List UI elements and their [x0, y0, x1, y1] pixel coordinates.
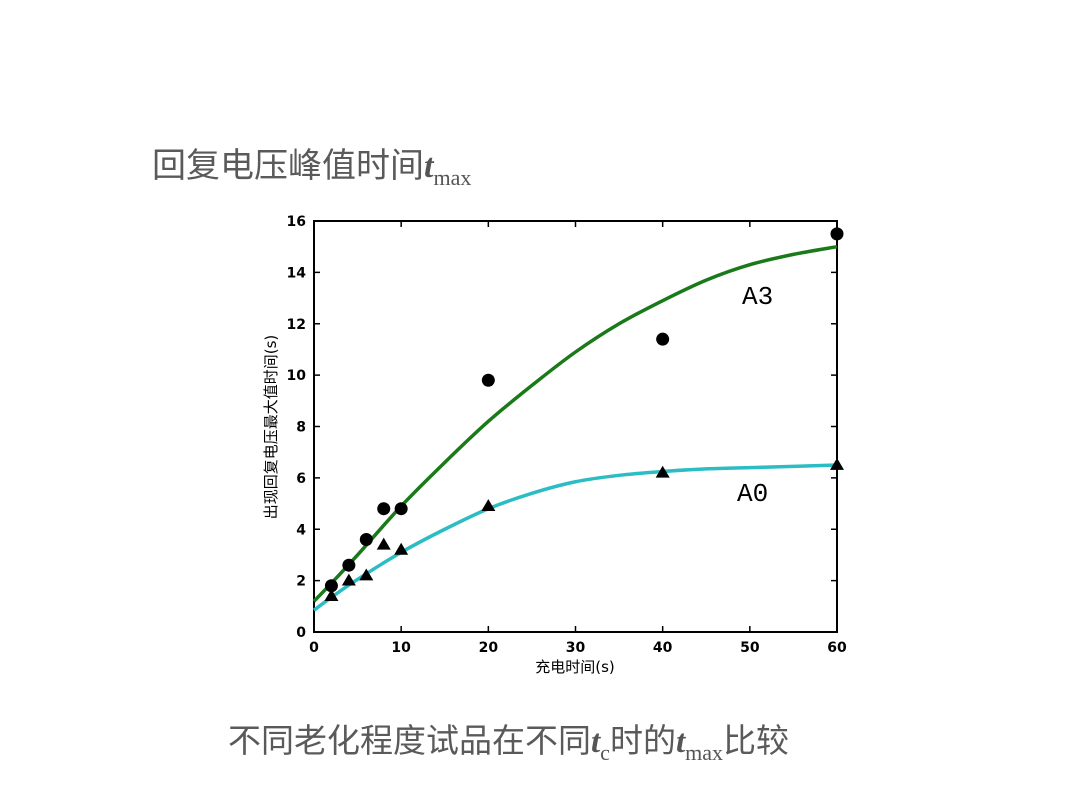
point-a3 — [481, 373, 495, 387]
y-axis: 0 2 4 6 8 10 12 14 16 — [287, 214, 837, 641]
point-a3 — [377, 502, 391, 516]
x-tick-label: 10 — [391, 640, 411, 656]
x-tick-label: 30 — [566, 640, 586, 656]
caption-subscript-2: max — [685, 740, 723, 765]
point-a0 — [655, 465, 670, 478]
y-tick-label: 2 — [296, 574, 306, 590]
slide-title-variable: t — [424, 148, 434, 185]
point-a0 — [376, 537, 391, 550]
caption-text-2: 时的 — [609, 721, 676, 760]
fit-curve-a0 — [312, 463, 838, 612]
point-a0 — [324, 589, 339, 601]
y-tick-label: 8 — [296, 420, 306, 436]
fit-curves — [312, 244, 838, 612]
y-tick-label: 12 — [287, 317, 306, 333]
x-tick-label: 20 — [479, 640, 499, 656]
point-a0 — [394, 542, 409, 555]
x-tick-label: 0 — [309, 640, 319, 656]
y-tick-label: 0 — [296, 625, 306, 641]
slide-title-text: 回复电压峰值时间 — [152, 146, 424, 186]
caption-text-1: 不同老化程度试品在不同 — [228, 721, 591, 760]
point-a0 — [481, 499, 496, 512]
y-tick-label: 4 — [296, 522, 306, 538]
point-a3 — [342, 558, 356, 572]
fit-curve-a3 — [312, 244, 838, 603]
y-tick-label: 10 — [287, 368, 307, 384]
slide-title: 回复电压峰值时间tmax — [152, 138, 471, 191]
point-a3 — [830, 227, 844, 241]
y-tick-label: 16 — [287, 214, 306, 230]
x-tick-label: 40 — [653, 640, 673, 656]
x-axis: 0 10 20 30 40 50 60 — [309, 221, 847, 656]
data-markers — [324, 227, 844, 601]
x-tick-label: 60 — [827, 640, 847, 656]
caption-variable-2: t — [675, 724, 686, 760]
point-a0 — [830, 458, 844, 470]
y-axis-label: 出现回复电压最大值时间(s) — [262, 335, 280, 520]
slide-title-subscript: max — [433, 165, 472, 190]
y-tick-label: 14 — [287, 265, 307, 281]
series-label-a3: A3 — [742, 282, 773, 312]
point-a3 — [394, 502, 408, 516]
point-a3 — [656, 332, 670, 346]
x-tick-label: 50 — [740, 640, 760, 656]
caption-subscript-1: c — [600, 740, 610, 765]
caption-variable-1: t — [591, 724, 601, 760]
y-tick-label: 6 — [296, 471, 306, 487]
point-a3 — [324, 579, 338, 593]
series-label-a0: A0 — [737, 479, 768, 509]
caption-text-3: 比较 — [723, 721, 789, 760]
point-a0 — [341, 573, 356, 586]
x-axis-label: 充电时间(s) — [535, 658, 615, 676]
point-a3 — [359, 533, 373, 547]
slide-caption: 不同老化程度试品在不同tc时的tmax比较 — [228, 714, 789, 766]
point-a0 — [359, 568, 374, 581]
